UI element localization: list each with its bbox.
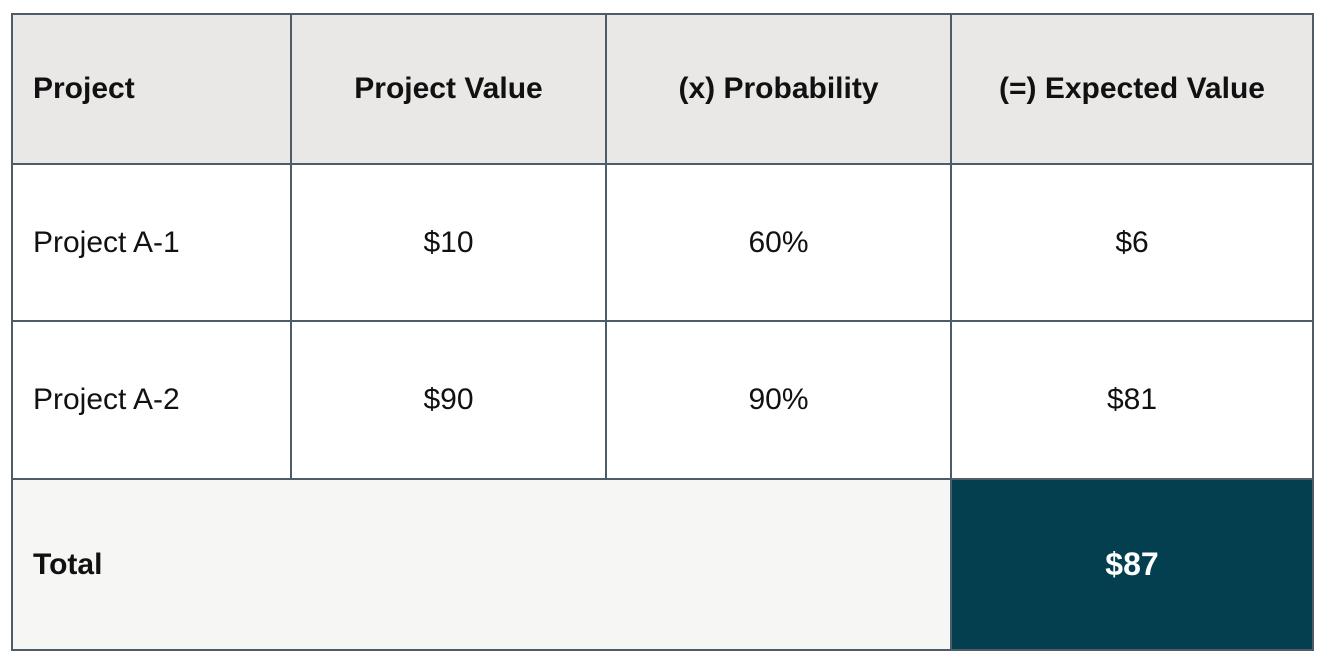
column-header-project-value: Project Value	[290, 13, 607, 165]
column-header-expected-value: (=) Expected Value	[950, 13, 1314, 165]
project-value-cell: $10	[290, 163, 607, 322]
table-row: Project A-2 $90 90% $81	[11, 320, 1314, 480]
project-value-cell: $90	[290, 320, 607, 480]
expected-value-cell: $81	[950, 320, 1314, 480]
expected-value-table: Project Project Value (x) Probability (=…	[11, 13, 1314, 651]
probability-cell: 60%	[605, 163, 952, 322]
expected-value-cell: $6	[950, 163, 1314, 322]
total-expected-value-cell: $87	[950, 478, 1314, 651]
project-name-cell: Project A-1	[11, 163, 292, 322]
project-name-cell: Project A-2	[11, 320, 292, 480]
probability-cell: 90%	[605, 320, 952, 480]
total-row: Total $87	[11, 478, 1314, 651]
column-header-project: Project	[11, 13, 292, 165]
table-row: Project A-1 $10 60% $6	[11, 163, 1314, 322]
column-header-probability: (x) Probability	[605, 13, 952, 165]
header-row: Project Project Value (x) Probability (=…	[11, 13, 1314, 165]
total-label-cell: Total	[11, 478, 952, 651]
